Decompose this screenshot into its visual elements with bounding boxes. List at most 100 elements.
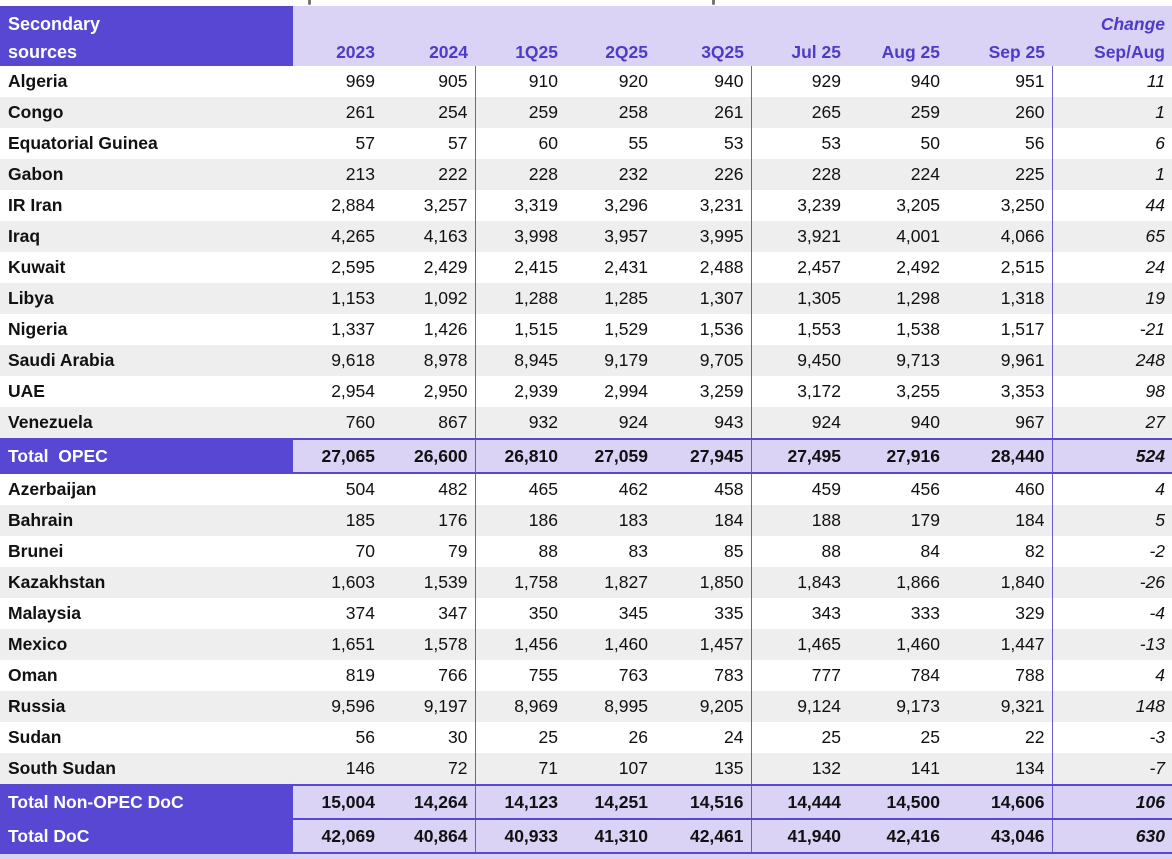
value-cell: 25 [848,722,947,753]
table-row: Saudi Arabia 9,618 8,978 8,945 9,179 9,705 9,4… [0,345,1172,376]
change-cell: 4 [1052,473,1172,505]
value-cell: 176 [382,505,476,536]
value-cell: 784 [848,660,947,691]
value-cell: 940 [655,66,752,97]
value-cell: 41,310 [565,818,655,854]
value-cell: 1,456 [475,629,565,660]
value-cell: 42,461 [655,818,752,854]
value-cell: 3,172 [751,376,848,407]
value-cell: 3,231 [655,190,752,221]
row-label-header-line2: sources [8,42,78,62]
change-cell: 65 [1052,221,1172,252]
value-cell: 259 [848,97,947,128]
value-cell: 9,450 [751,345,848,376]
value-cell: 261 [655,97,752,128]
change-cell: 27 [1052,407,1172,439]
row-label: Bahrain [0,505,293,536]
value-cell: 57 [382,128,476,159]
value-cell: 2,954 [293,376,382,407]
value-cell: 905 [382,66,476,97]
change-cell: -13 [1052,629,1172,660]
value-cell: 14,516 [655,784,752,820]
value-cell: 9,124 [751,691,848,722]
value-cell: 14,123 [475,784,565,820]
value-cell: 940 [848,407,947,439]
value-cell: 1,153 [293,283,382,314]
value-cell: 27,065 [293,438,382,474]
value-cell: 459 [751,473,848,505]
table-body: Algeria 969 905 910 920 940 929 940 951 11 Congo 26… [0,66,1172,854]
value-cell: 932 [475,407,565,439]
value-cell: 8,945 [475,345,565,376]
value-cell: 969 [293,66,382,97]
value-cell: 24 [655,722,752,753]
value-cell: 1,460 [565,629,655,660]
row-label: Equatorial Guinea [0,128,293,159]
value-cell: 1,447 [947,629,1053,660]
value-cell: 1,850 [655,567,752,598]
value-cell: 224 [848,159,947,190]
value-cell: 1,337 [293,314,382,345]
value-cell: 27,945 [655,438,752,474]
row-label: South Sudan [0,753,293,785]
row-label: Kazakhstan [0,567,293,598]
row-label: Iraq [0,221,293,252]
value-cell: 8,978 [382,345,476,376]
value-cell: 456 [848,473,947,505]
value-cell: 967 [947,407,1053,439]
change-cell: 11 [1052,66,1172,97]
change-cell: -21 [1052,314,1172,345]
total-row: Total DoC 42,069 40,864 40,933 41,310 42,461 4… [0,818,1172,854]
value-cell: 82 [947,536,1053,567]
value-cell: 1,536 [655,314,752,345]
column-header-1q25: 1Q25 [475,6,565,66]
value-cell: 55 [565,128,655,159]
value-cell: 27,059 [565,438,655,474]
value-cell: 3,353 [947,376,1053,407]
value-cell: 9,713 [848,345,947,376]
value-cell: 333 [848,598,947,629]
value-cell: 3,239 [751,190,848,221]
table-row: IR Iran 2,884 3,257 3,319 3,296 3,231 3,239 3,2… [0,190,1172,221]
table-row: Iraq 4,265 4,163 3,998 3,957 3,995 3,921 4,001 4… [0,221,1172,252]
value-cell: 374 [293,598,382,629]
column-header-3q25: 3Q25 [655,6,751,66]
value-cell: 4,265 [293,221,382,252]
value-cell: 3,998 [475,221,565,252]
value-cell: 1,538 [848,314,947,345]
value-cell: 8,995 [565,691,655,722]
change-cell: 1 [1052,159,1172,190]
value-cell: 1,305 [751,283,848,314]
value-cell: 1,307 [655,283,752,314]
value-cell: 25 [475,722,565,753]
table-row: Congo 261 254 259 258 261 265 259 260 1 [0,97,1172,128]
value-cell: 2,457 [751,252,848,283]
production-table: Secondary sources 2023 2024 1Q25 2Q25 3Q… [0,6,1172,854]
value-cell: 1,758 [475,567,565,598]
table-row: Equatorial Guinea 57 57 60 55 53 53 50 56 6 [0,128,1172,159]
value-cell: 26,810 [475,438,565,474]
value-cell: 27,916 [848,438,947,474]
value-cell: 2,994 [565,376,655,407]
value-cell: 179 [848,505,947,536]
row-label: Gabon [0,159,293,190]
value-cell: 343 [751,598,848,629]
change-cell: 248 [1052,345,1172,376]
value-cell: 9,321 [947,691,1053,722]
value-cell: 788 [947,660,1053,691]
value-cell: 3,205 [848,190,947,221]
value-cell: 183 [565,505,655,536]
value-cell: 9,596 [293,691,382,722]
value-cell: 1,465 [751,629,848,660]
value-cell: 258 [565,97,655,128]
value-cell: 213 [293,159,382,190]
value-cell: 70 [293,536,382,567]
value-cell: 226 [655,159,752,190]
value-cell: 951 [947,66,1053,97]
row-label: Saudi Arabia [0,345,293,376]
value-cell: 88 [751,536,848,567]
value-cell: 347 [382,598,476,629]
text-fragment [308,0,311,5]
value-cell: 1,426 [382,314,476,345]
value-cell: 56 [947,128,1053,159]
